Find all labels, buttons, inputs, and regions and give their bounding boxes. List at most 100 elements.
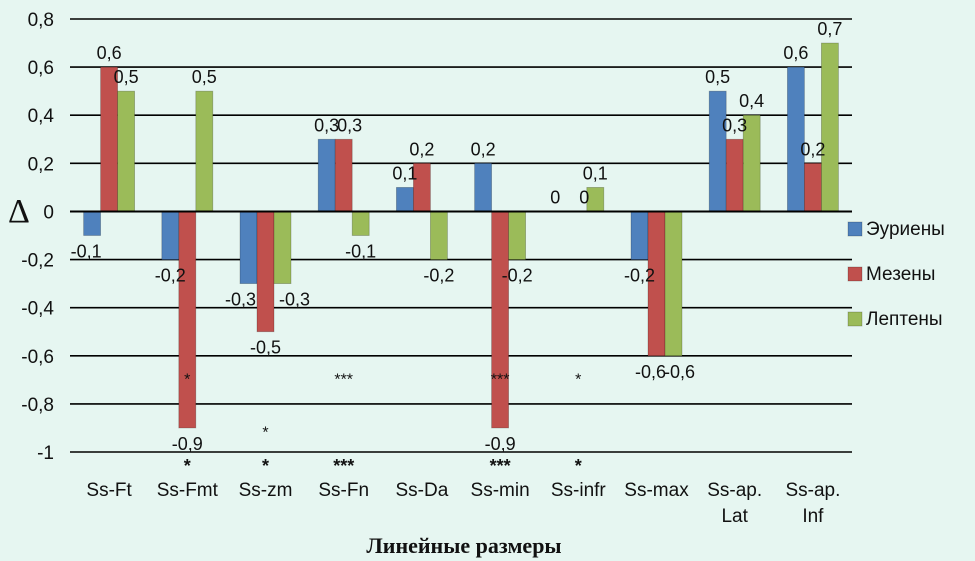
data-label: 0,7 [817,19,842,39]
data-label: 0,3 [337,115,362,135]
y-tick-label: 0,4 [28,106,55,127]
y-tick-label: -0,8 [21,395,54,416]
legend: Эуриены Мезены Лептены [847,219,945,330]
bar [586,186,605,212]
bar [334,138,353,212]
bar [630,211,649,260]
data-label: 0,4 [739,91,764,111]
significance-star: *** [491,372,510,389]
x-tick-label: Ss-infr [551,480,607,501]
bar [708,90,727,212]
data-labels: -0,1 -0,2 -0,3 0,3 0,1 0,2 0 -0,2 0,5 0,6 0,6 -0,9 -… [71,19,843,454]
y-axis-label: Δ [8,193,30,230]
bar [178,211,197,429]
y-tick-label: 0 [43,202,54,223]
bar [395,186,414,212]
x-tick-label: Ss-ap. Inf [785,480,840,527]
y-tick-label: -0,2 [21,251,54,272]
data-label: -0,3 [279,290,310,310]
significance-star: * [575,372,581,389]
data-label: -0,6 [664,362,695,382]
data-label: 0 [550,187,560,207]
data-label: -0,1 [71,242,102,262]
data-label: 0,6 [783,43,808,63]
y-tick-label: 0,8 [28,10,54,31]
x-tick-label: Ss-Ft [86,480,132,501]
x-tick-label: Ss-ap. Lat [707,480,762,527]
significance-star-axis: * [262,456,269,476]
bar [491,211,510,429]
y-tick-label: -0,4 [21,299,54,320]
bar [508,211,527,260]
data-label: -0,3 [225,290,256,310]
data-label: 0,3 [314,115,339,135]
data-label: 0 [579,187,589,207]
bar [429,211,448,260]
y-tick-label: -1 [37,443,54,464]
significance-star-axis: * [184,456,191,476]
x-tick-label: Ss-zm [239,480,293,501]
bar [317,138,336,212]
x-tick-label: Ss-min [471,480,530,501]
data-label: -0,9 [172,434,203,454]
significance-markers: ***** *** ** * *** *** * [184,372,582,476]
y-axis-ticks: 0,8 0,6 0,4 0,2 0 -0,2 -0,4 -0,6 -0,8 -1 [21,10,54,464]
data-label: -0,2 [155,266,186,286]
data-label: -0,6 [635,362,666,382]
significance-star: * [184,372,190,389]
significance-star-axis: *** [333,456,354,476]
data-label: -0,5 [250,338,281,358]
data-label: 0,5 [114,67,139,87]
bar [664,211,683,357]
data-label: -0,2 [624,266,655,286]
bar [474,162,493,212]
x-tick-label: Ss-Da [396,480,449,501]
data-label: -0,2 [423,266,454,286]
x-tick-label: Ss-Fn [318,480,369,501]
bar [351,211,370,236]
data-label: 0,3 [722,115,747,135]
bar [821,42,839,212]
y-tick-label: -0,6 [21,347,54,368]
bar [161,211,180,260]
bar [117,90,135,212]
legend-swatch [847,266,863,282]
y-tick-label: 0,6 [28,58,54,79]
bar [195,90,214,212]
data-label: 0,2 [471,139,496,159]
data-label: 0,1 [392,163,417,183]
data-label: -0,1 [345,242,376,262]
data-label: 0,2 [409,139,434,159]
legend-swatch [847,221,863,237]
legend-label: Эуриены [866,219,945,240]
data-label: 0,6 [97,43,122,63]
data-label: 0,2 [800,139,825,159]
significance-star: *** [334,372,353,389]
bar [100,66,118,212]
legend-swatch [847,311,863,327]
bar [256,211,275,333]
x-axis-label: Линейные размеры [366,533,561,558]
data-label: 0,5 [192,67,217,87]
legend-label: Мезены [866,264,935,285]
x-tick-label: Ss-max [624,480,689,501]
data-label: -0,2 [502,266,533,286]
significance-star-axis: *** [490,456,511,476]
legend-label: Лептены [866,309,943,330]
data-label: 0,1 [583,163,608,183]
bar [804,162,822,212]
x-axis-ticks: Ss-Ft Ss-Fmt Ss-zm Ss-Fn Ss-Da Ss-min Ss-infr S… [86,480,840,527]
bar [239,211,258,285]
significance-star: * [262,425,268,442]
x-tick-label: Ss-Fmt [157,480,219,501]
bars [83,42,839,429]
bar [273,211,292,285]
data-label: 0,5 [705,67,730,87]
bar [83,211,101,236]
data-label: -0,9 [485,434,516,454]
bar [725,138,744,212]
significance-star-axis: * [575,456,582,476]
